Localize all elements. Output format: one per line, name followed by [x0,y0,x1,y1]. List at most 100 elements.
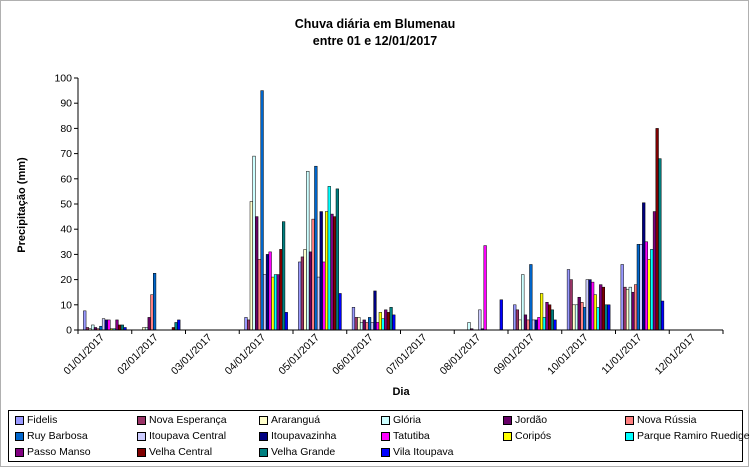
bar [381,318,385,331]
bar [392,314,396,331]
bar [591,281,595,331]
bar [359,322,364,331]
legend-label: Velha Central [149,446,213,458]
bar [631,291,635,331]
bar [370,322,374,331]
bar [574,304,579,331]
y-tick-label: 40 [60,224,72,236]
x-tick-label: 11/01/2017 [599,332,644,377]
bar [373,290,377,331]
bar [540,293,544,331]
y-tick-label: 60 [60,173,72,185]
bar [483,245,487,331]
bar [303,249,307,331]
bar [327,186,331,331]
legend-label: Vila Itoupava [393,446,454,458]
legend-swatch [137,448,146,457]
bar [150,294,154,331]
bar [120,324,124,331]
x-tick-label: 10/01/2017 [545,332,591,378]
legend-swatch [137,432,146,441]
bar [542,317,546,331]
bar [642,202,646,331]
legend-label: Tatutiba [393,430,430,442]
legend-swatch [503,416,512,425]
legend-swatch [381,432,390,441]
bar [583,307,587,331]
bar [244,317,248,331]
bar [284,312,288,331]
x-tick-label: 06/01/2017 [330,332,376,378]
bar [626,289,630,331]
x-tick-label: 07/01/2017 [384,332,430,378]
bar [521,274,525,331]
legend-swatch [259,416,268,425]
bar [378,312,382,331]
bar [298,261,302,331]
bar [647,259,651,331]
bar [384,309,388,331]
bar [265,254,270,331]
y-tick-label: 20 [60,274,72,286]
x-tick-label: 01/01/2017 [61,332,107,378]
legend-swatch [381,416,390,425]
bar [537,317,541,331]
bar [644,241,648,331]
bar [276,274,280,331]
bar [365,322,369,331]
bar [279,249,283,331]
bar [650,249,654,331]
bar [118,324,122,331]
bar [526,319,530,331]
legend-swatch [625,416,634,425]
bar [639,244,643,331]
legend-label: Velha Grande [271,446,336,458]
chart-title-line-1: Chuva diária em Blumenau [294,17,456,31]
bar [357,317,361,331]
bar [257,259,261,331]
bar [599,284,603,331]
bar [585,279,589,331]
bar [300,256,304,331]
bar [354,317,358,331]
bar [620,264,624,331]
x-tick-label: 08/01/2017 [438,332,484,378]
legend-label: Itoupavazinha [271,430,337,442]
bar [389,307,393,331]
x-tick-label: 04/01/2017 [223,332,269,378]
bar [580,302,584,331]
bar [601,286,605,331]
bar [531,319,536,331]
bar [569,279,573,331]
x-tick-label: 12/01/2017 [653,332,699,378]
bar [335,188,339,331]
legend-swatch [259,432,268,441]
bar [607,304,611,331]
bar [268,251,272,331]
bar [316,276,321,331]
bar [322,261,326,331]
legend-swatch [15,432,24,441]
chart-title: Chuva diária em Blumenau entre 01 e 12/0… [0,16,750,50]
bar [271,276,275,331]
bar [604,304,608,331]
y-tick-label: 100 [54,73,72,85]
bar [572,304,576,331]
bar [177,319,181,331]
bar [330,213,334,331]
bar [325,211,329,331]
bar [513,304,517,331]
bar [319,211,323,331]
legend-label: Itoupava Central [149,430,227,442]
bar [308,251,313,331]
bar [306,170,310,331]
bar [518,319,522,331]
bar [499,299,503,331]
bar [660,300,665,331]
bar [101,318,106,331]
bar [252,155,256,331]
bar [174,322,178,331]
bar [529,264,533,331]
bar [596,307,600,331]
